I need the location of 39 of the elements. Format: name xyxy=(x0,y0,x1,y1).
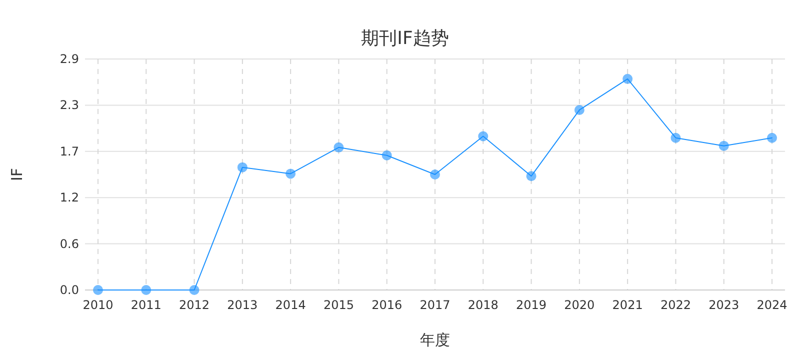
point xyxy=(622,74,633,84)
x-tick-label: 2018 xyxy=(468,298,498,312)
x-tick-label: 2017 xyxy=(420,298,450,312)
x-tick-label: 2019 xyxy=(516,298,547,312)
y-tick-label: 0.0 xyxy=(60,283,79,297)
x-tick-label: 2014 xyxy=(275,298,306,312)
x-tick-label: 2021 xyxy=(612,298,643,312)
point xyxy=(237,162,248,172)
y-tick-label: 1.7 xyxy=(60,144,79,158)
point xyxy=(334,142,344,152)
x-tick-label: 2010 xyxy=(82,298,114,312)
point xyxy=(93,285,103,295)
y-axis-title: IF xyxy=(8,168,26,182)
y-tick-label: 0.6 xyxy=(60,236,79,251)
x-tick-label: 2023 xyxy=(708,298,740,312)
point xyxy=(382,150,392,160)
x-tick-label: 2016 xyxy=(372,298,402,312)
point xyxy=(430,170,440,180)
y-tick-label: 1.2 xyxy=(60,190,79,205)
y-tick-label: 2.9 xyxy=(60,52,79,66)
x-tick-label: 2012 xyxy=(179,298,210,312)
x-tick-label: 2013 xyxy=(227,298,258,312)
x-axis-title: 年度 xyxy=(420,331,450,349)
point xyxy=(526,171,536,182)
x-tick-label: 2020 xyxy=(564,298,595,312)
chart-title: 期刊IF趋势 xyxy=(361,28,449,49)
point xyxy=(141,285,152,295)
point xyxy=(718,140,729,151)
point xyxy=(189,285,200,295)
x-tick-label: 2015 xyxy=(323,298,354,312)
y-tick-label: 2.3 xyxy=(60,98,79,112)
point xyxy=(767,132,777,143)
point xyxy=(478,131,488,142)
point xyxy=(670,132,681,143)
point xyxy=(574,104,584,115)
x-tick-label: 2022 xyxy=(660,298,691,312)
point xyxy=(286,168,296,179)
x-tick-label: 2011 xyxy=(130,298,162,312)
x-tick-label: 2024 xyxy=(756,298,788,312)
